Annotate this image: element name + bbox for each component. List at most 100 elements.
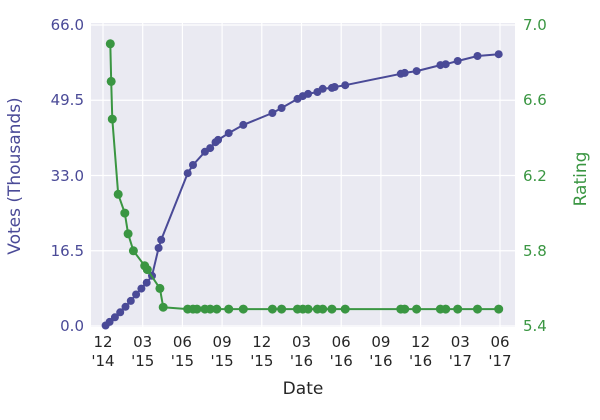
x-tick-month: 09 [212, 333, 232, 351]
votes-thousands--marker [154, 244, 163, 252]
y-left-tick-label: 0.0 [60, 317, 84, 335]
y-right-tick-label: 5.4 [523, 317, 547, 335]
y-right-tick-label: 6.2 [523, 166, 547, 185]
votes-thousands--marker [189, 161, 197, 169]
votes-thousands--marker [224, 129, 233, 138]
x-tick-month: 03 [291, 333, 312, 351]
votes-thousands--marker [239, 120, 248, 129]
x-tick-month: 12 [411, 333, 431, 351]
rating-marker [267, 304, 277, 314]
y-axis-label-right: Rating [571, 151, 591, 207]
votes-thousands--marker [277, 104, 286, 112]
x-tick-year: '16 [369, 352, 393, 370]
y-left-tick-label: 66.0 [50, 16, 84, 34]
votes-thousands--marker [473, 52, 482, 60]
x-tick-month: 12 [93, 333, 113, 351]
x-tick-year: '16 [289, 352, 314, 370]
rating-marker [494, 304, 504, 314]
rating-marker [327, 304, 337, 314]
x-tick-label: 03'15 [120, 333, 166, 371]
y-right-tick-label: 6.6 [523, 91, 547, 110]
x-tick-year: '15 [170, 352, 194, 370]
votes-thousands--marker [453, 57, 462, 65]
votes-thousands--marker [137, 284, 146, 293]
x-tick-label: 12'14 [80, 333, 126, 371]
rating-marker [120, 208, 130, 218]
y-right-tick-label: 5.8 [523, 241, 547, 260]
x-tick-label: 12'16 [398, 333, 444, 371]
x-tick-month: 03 [133, 333, 153, 351]
x-tick-year: '17 [448, 352, 472, 370]
votes-thousands--marker [121, 302, 130, 311]
votes-thousands--marker [105, 317, 114, 326]
x-tick-year: '16 [408, 352, 433, 370]
y-left-tick-label: 33.0 [50, 166, 84, 185]
x-tick-month: 12 [252, 333, 272, 351]
y-right-tick-label: 7.0 [523, 16, 547, 34]
x-tick-month: 09 [371, 333, 391, 351]
x-tick-label: 03'16 [279, 333, 325, 371]
rating-marker [158, 302, 168, 312]
x-tick-year: '15 [131, 352, 155, 370]
votes-thousands--marker [206, 144, 215, 153]
x-axis-label: Date [282, 379, 324, 399]
votes-thousands--marker [412, 67, 421, 76]
x-tick-label: 12'15 [239, 333, 285, 371]
x-tick-year: '15 [210, 352, 234, 370]
votes-thousands--marker [304, 89, 313, 98]
x-tick-month: 06 [490, 333, 510, 351]
rating-marker [303, 304, 313, 314]
x-tick-label: 06'16 [318, 333, 364, 371]
votes-thousands--marker [494, 50, 503, 59]
rating-marker [212, 304, 222, 314]
rating-marker [105, 39, 115, 49]
rating-marker [142, 265, 152, 275]
rating-marker [238, 304, 248, 314]
x-tick-month: 06 [331, 333, 351, 351]
votes-thousands--marker [341, 81, 350, 90]
rating-marker [453, 304, 463, 314]
x-tick-label: 09'15 [199, 333, 245, 371]
x-tick-month: 06 [172, 333, 192, 351]
votes-thousands--marker [214, 135, 223, 144]
y-left-tick-label: 49.5 [50, 91, 84, 110]
rating-marker [192, 304, 202, 314]
rating-marker [155, 283, 165, 293]
rating-marker [318, 304, 328, 314]
x-tick-year: '15 [250, 352, 274, 370]
x-tick-year: '16 [329, 352, 353, 370]
rating-marker [128, 246, 138, 256]
x-tick-month: 03 [450, 333, 470, 351]
rating-marker [113, 189, 123, 199]
rating-marker [473, 304, 482, 314]
rating-marker [205, 304, 215, 314]
votes-thousands--marker [157, 235, 166, 244]
x-tick-year: '17 [488, 352, 512, 370]
votes-thousands--marker [132, 290, 141, 299]
x-tick-label: 09'16 [358, 333, 404, 371]
votes-thousands--marker [441, 60, 450, 69]
x-tick-label: 06'17 [477, 333, 523, 371]
votes-thousands--marker [183, 169, 192, 178]
votes-thousands--marker [126, 296, 135, 305]
y-left-tick-label: 16.5 [50, 241, 84, 260]
rating-marker [106, 76, 116, 86]
rating-marker [441, 304, 451, 314]
votes-thousands--marker [400, 68, 409, 77]
votes-thousands--marker [330, 83, 339, 91]
rating-marker [412, 304, 422, 314]
votes-thousands--marker [142, 278, 151, 287]
rating-marker [123, 229, 133, 239]
votes-thousands--marker [116, 308, 125, 317]
rating-marker [340, 304, 350, 314]
x-tick-label: 06'15 [159, 333, 205, 371]
rating-marker [400, 304, 410, 314]
rating-marker [277, 304, 287, 314]
votes-thousands--marker [318, 84, 327, 93]
rating-marker [224, 304, 234, 314]
votes-thousands--marker [268, 109, 277, 117]
x-tick-year: '14 [91, 352, 115, 370]
rating-marker [107, 114, 117, 124]
